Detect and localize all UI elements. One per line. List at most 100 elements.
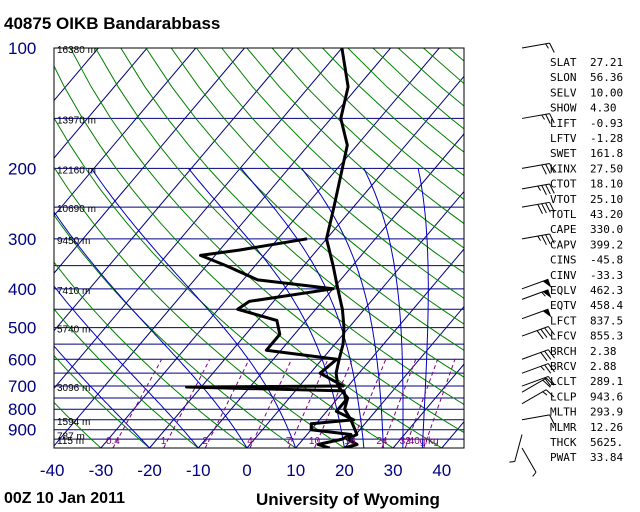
isotherm-line (54, 48, 148, 159)
dry-adiabat-line (170, 48, 464, 325)
wind-barb-flag (545, 164, 551, 174)
wind-barb-flag (549, 183, 555, 194)
dry-adiabat-line (120, 48, 464, 378)
mixing-ratio-label: 0.4 (106, 436, 120, 447)
wind-barb-shaft (521, 42, 550, 49)
height-label: 5740 m (57, 325, 90, 336)
index-label: TOTL (550, 208, 577, 221)
height-label: 10690 m (57, 204, 96, 215)
index-label: PWAT (550, 451, 577, 464)
index-label: LIFT (550, 117, 577, 130)
index-label: LCLP (550, 390, 577, 403)
wind-barb (521, 113, 555, 124)
wind-barb-flag (536, 330, 544, 340)
wind-barb-flag (545, 234, 551, 245)
wind-barb-half-flag (540, 365, 545, 371)
dry-adiabat-line (145, 48, 464, 351)
moist-adiabat-line (54, 345, 150, 448)
pressure-tick-label: 700 (8, 377, 36, 396)
wind-barb-shaft (521, 163, 550, 169)
index-value: 56.36 (590, 71, 623, 84)
wind-barb-flag (549, 202, 555, 212)
wind-barb-shaft (521, 113, 550, 119)
wind-barb (521, 414, 555, 425)
dry-adiabat-line (69, 48, 464, 434)
wind-barb-flag (545, 202, 551, 213)
wind-barb (521, 389, 555, 405)
moist-adiabat-line (363, 168, 404, 448)
isotherm-line (54, 48, 294, 332)
pressure-tick-label: 100 (8, 39, 36, 58)
wind-barb (521, 278, 552, 290)
index-value: 27.21 (590, 56, 623, 69)
wind-barb-half-flag (542, 391, 548, 396)
isotherm-line (0, 48, 1, 448)
index-value: 399.2 (590, 238, 623, 251)
moist-adiabat-line (54, 285, 199, 448)
index-value: 2.38 (590, 345, 617, 358)
index-value: -1.28 (590, 132, 623, 145)
mixing-ratio-label: 40g/kg (409, 436, 439, 447)
isotherm-line (54, 48, 245, 274)
wind-barb (521, 308, 552, 320)
index-label: SELV (550, 86, 577, 99)
wind-barb-flag (540, 352, 548, 362)
wind-barb-shaft (521, 389, 547, 405)
wind-barb-flag (541, 185, 547, 195)
index-value: 330.0 (590, 223, 623, 236)
index-label: SWET (550, 147, 577, 160)
mixing-ratio-label: 32 (400, 436, 412, 447)
index-label: BRCV (550, 360, 577, 373)
isotherm-line (295, 248, 464, 448)
index-label: KINX (550, 162, 577, 175)
wind-barb-shaft (521, 447, 537, 473)
dry-adiabat-line (54, 166, 345, 448)
temperature-tick-label: -20 (137, 461, 162, 480)
wind-barb-flag (549, 414, 555, 425)
wind-barb (521, 163, 555, 175)
index-value: 12.26 (590, 421, 623, 434)
wind-barb (509, 434, 523, 463)
index-value: 837.5 (590, 314, 623, 327)
wind-barb-half-flag (537, 185, 542, 191)
index-label: LCLT (550, 375, 577, 388)
temperature-tick-label: 20 (335, 461, 354, 480)
dry-adiabat-line (54, 261, 248, 448)
mixing-ratio-line (404, 359, 439, 448)
height-label: 9450 m (57, 236, 90, 247)
index-value: 18.10 (590, 178, 623, 191)
index-value: -33.3 (590, 269, 623, 282)
index-value: 458.4 (590, 299, 623, 312)
wind-barb-flag (544, 350, 552, 360)
index-label: VTOT (550, 193, 577, 206)
wind-barb-flag (545, 114, 551, 124)
moist-adiabat-line (240, 168, 365, 448)
wind-barb-shaft (521, 233, 550, 240)
wind-barb-pennant (542, 289, 552, 299)
index-label: CAPE (550, 223, 577, 236)
wind-barb (521, 233, 555, 245)
index-value: -0.93 (590, 117, 623, 130)
wind-barb-flag (545, 377, 555, 386)
index-label: LFTV (550, 132, 577, 145)
index-label: MLTH (550, 406, 577, 419)
moist-adiabat-line (188, 168, 345, 448)
height-label: 787 m (57, 431, 85, 442)
isotherm-line (197, 133, 464, 448)
wind-barb (521, 289, 552, 300)
height-label: 7410 m (57, 286, 90, 297)
wind-barb-half-flag (509, 461, 515, 463)
dry-adiabat-line (54, 214, 296, 448)
moist-adiabat-line (91, 168, 297, 448)
mixing-ratio-label: 4 (247, 436, 253, 447)
wind-barb-flag (547, 349, 555, 359)
observation-time: 00Z 10 Jan 2011 (4, 490, 125, 507)
temperature-tick-label: 0 (242, 461, 251, 480)
wind-barb-flag (547, 326, 555, 336)
wind-barb-flag (541, 203, 547, 214)
mixing-ratio-line (314, 359, 353, 448)
height-label: 16380 m (57, 45, 96, 56)
isotherm-line (54, 48, 197, 217)
